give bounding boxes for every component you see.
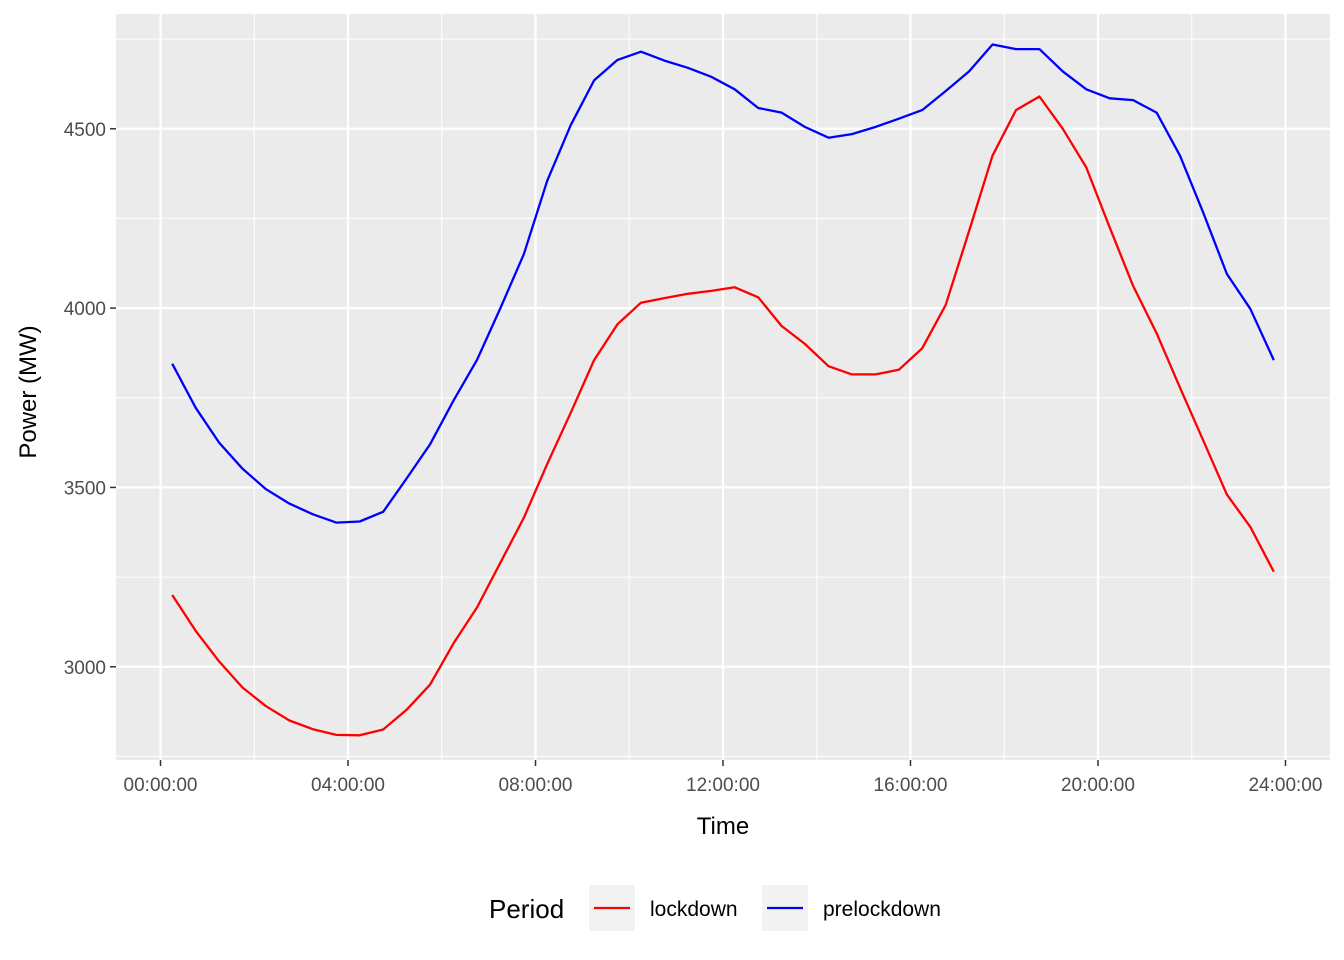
legend: Period lockdown prelockdown — [489, 885, 941, 931]
x-axis-title: Time — [697, 813, 749, 840]
x-tick-label: 08:00:00 — [499, 775, 573, 796]
y-tick-label: 3500 — [64, 478, 106, 499]
legend-title: Period — [489, 894, 564, 924]
y-axis-title: Power (MW) — [15, 325, 42, 458]
x-tick-label: 24:00:00 — [1248, 775, 1322, 796]
y-tick-label: 3000 — [64, 658, 106, 679]
series-line-lockdown — [171, 95, 1275, 737]
y-tick-label: 4500 — [64, 120, 106, 141]
x-tick-label: 20:00:00 — [1061, 775, 1135, 796]
x-tick-label: 12:00:00 — [686, 775, 760, 796]
legend-item-lockdown: lockdown — [589, 885, 738, 931]
series-line-prelockdown — [171, 43, 1275, 524]
x-axis: 00:00:00 04:00:00 08:00:00 12:00:00 16:00:00… — [124, 760, 1322, 796]
x-tick-label: 00:00:00 — [124, 775, 198, 796]
x-tick-label: 04:00:00 — [311, 775, 385, 796]
x-tick-label: 16:00:00 — [874, 775, 948, 796]
legend-label-lockdown: lockdown — [650, 898, 738, 921]
y-axis: 3000 3500 4000 4500 — [64, 120, 116, 679]
legend-label-prelockdown: prelockdown — [823, 898, 941, 921]
y-tick-label: 4000 — [64, 299, 106, 320]
grid-major — [116, 14, 1330, 760]
legend-item-prelockdown: prelockdown — [762, 885, 941, 931]
series-lines — [171, 43, 1275, 737]
